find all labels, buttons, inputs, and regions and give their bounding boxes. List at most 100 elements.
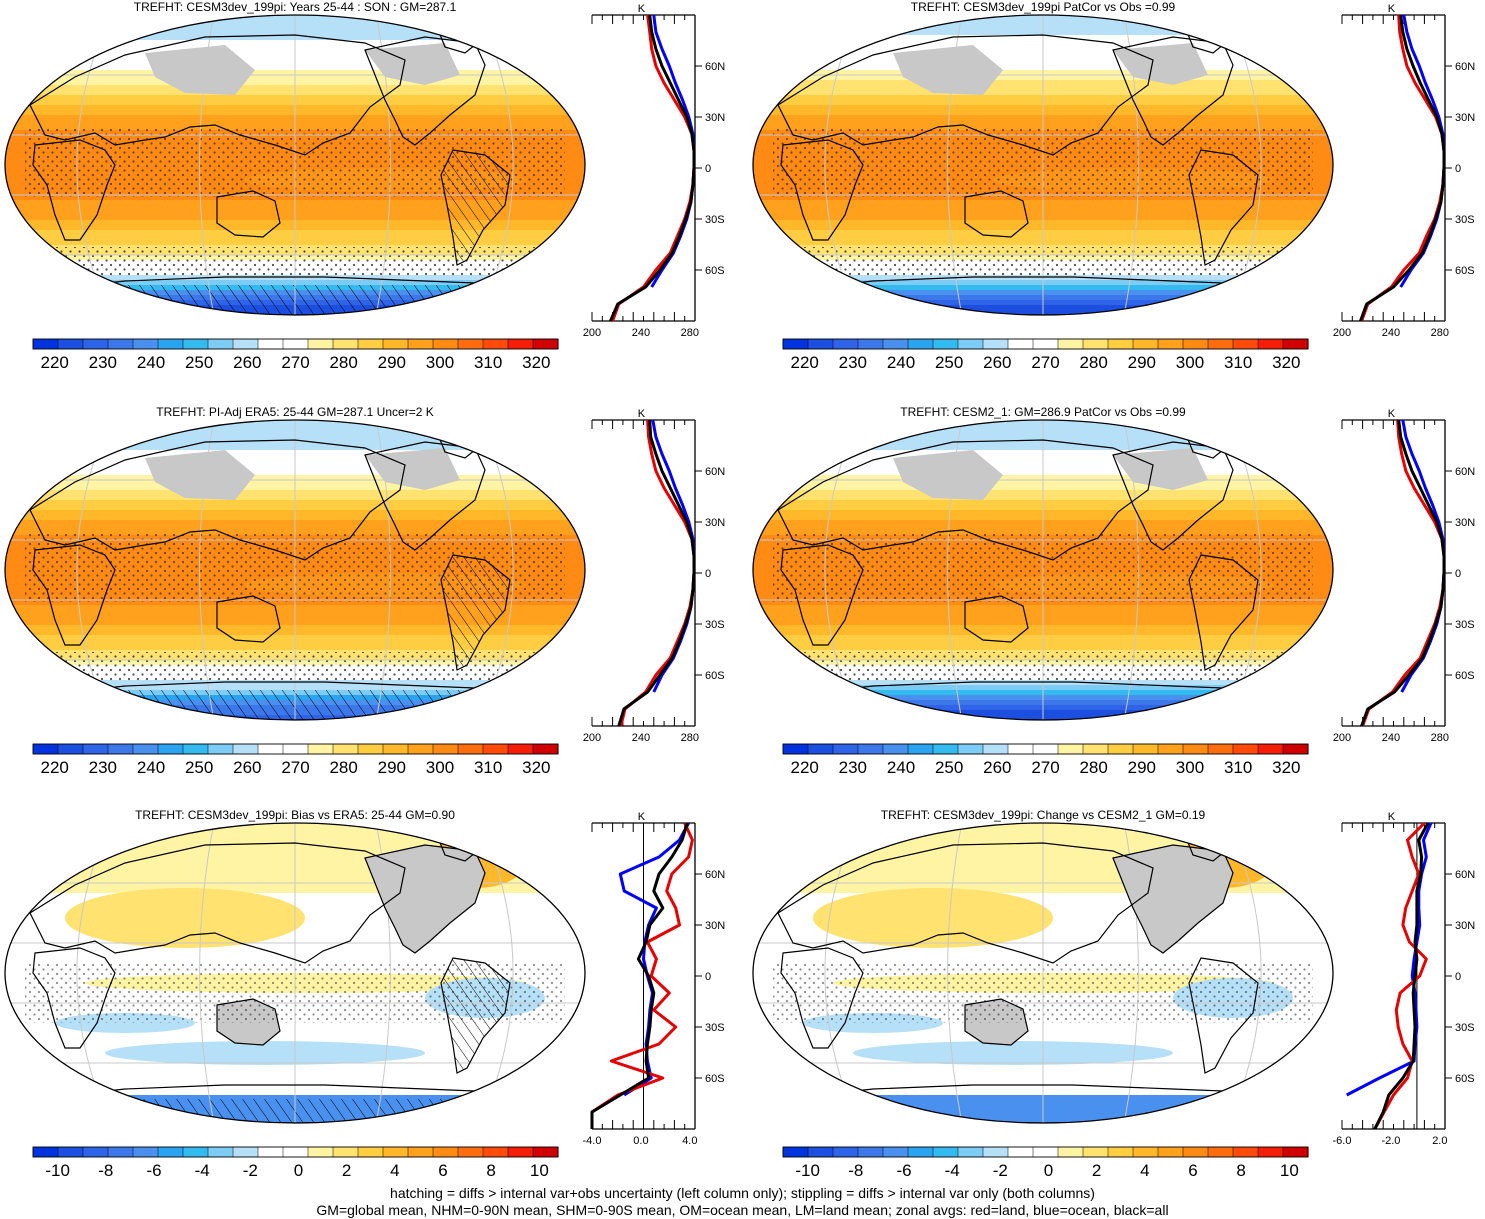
colorbar-box <box>882 338 909 350</box>
map-panel-middle-right <box>752 419 1334 721</box>
colorbar-tick-label: 4 <box>1140 1161 1149 1180</box>
zonal-unit-label: K <box>1388 811 1396 823</box>
colorbar-box <box>132 338 159 350</box>
colorbar-tick-label: 0 <box>294 1161 303 1180</box>
zonal-x-tick-label: 0.0 <box>633 1135 648 1147</box>
colorbar-box <box>182 338 209 350</box>
map-frame <box>4 822 586 1124</box>
colorbar-box <box>1082 743 1109 755</box>
colorbar-tick-label: 300 <box>426 353 454 372</box>
coastline-asia <box>29 842 406 964</box>
colorbar-box <box>207 338 234 350</box>
colorbar-tick-label: -4 <box>945 1161 960 1180</box>
coastline-samerica <box>1188 957 1259 1074</box>
colorbar-box <box>882 743 909 755</box>
zonal-y-tick-label: 30S <box>705 1022 725 1034</box>
map-panel-bottom-left <box>4 822 586 1124</box>
colorbar-box <box>407 1146 434 1158</box>
colorbar-box <box>782 1146 809 1158</box>
map-panel-top-left <box>4 14 586 316</box>
colorbar-box <box>1107 1146 1134 1158</box>
colorbar-tick-label: 6 <box>438 1161 447 1180</box>
colorbar-box <box>382 338 409 350</box>
colorbar-tick-label: 280 <box>329 353 357 372</box>
colorbar-box <box>332 1146 359 1158</box>
coastline-africa <box>780 544 864 646</box>
map-panel-top-right <box>752 14 1334 316</box>
colorbar-box <box>282 338 309 350</box>
zonal-mean-plot: K 200 240 280 60N 30N 0 30S 60S <box>583 408 725 744</box>
coastline-samerica <box>440 554 511 671</box>
colorbar-box <box>157 1146 184 1158</box>
colorbar-box <box>507 338 534 350</box>
colorbar-box <box>1282 743 1309 755</box>
colorbar-tick-label: 10 <box>1280 1161 1299 1180</box>
zonal-y-tick-label: 0 <box>1455 971 1461 983</box>
colorbar-tick-label: 240 <box>137 758 165 777</box>
colorbar-box <box>382 1146 409 1158</box>
colorbar-tick-label: 220 <box>40 758 68 777</box>
zonal-y-tick-label: 60N <box>1455 466 1475 478</box>
colorbar-box <box>282 1146 309 1158</box>
colorbar-box <box>257 1146 284 1158</box>
zonal-unit-label: K <box>1388 3 1396 15</box>
colorbar-box <box>257 338 284 350</box>
colorbar-tick-label: 320 <box>1272 353 1300 372</box>
colorbar-box <box>107 743 134 755</box>
zonal-y-tick-label: 60N <box>705 61 725 73</box>
zonal-mean-plot: K -4.0 0.0 4.0 60N 30N 0 30S 60S <box>583 811 726 1147</box>
colorbar-box <box>82 338 109 350</box>
zonal-x-tick-label: -4.0 <box>583 1135 602 1147</box>
coastline-samerica <box>440 957 511 1074</box>
colorbar-box <box>907 743 934 755</box>
colorbar-tick-label: 310 <box>1224 758 1252 777</box>
colorbar-box <box>1157 338 1184 350</box>
colorbar-box <box>1057 338 1084 350</box>
zonal-x-tick-label: 280 <box>1431 732 1449 744</box>
colorbar-box <box>1032 1146 1059 1158</box>
colorbar-box <box>1132 338 1159 350</box>
zonal-all-line <box>1373 822 1430 1130</box>
colorbar-box <box>1232 1146 1259 1158</box>
colorbar-box <box>507 1146 534 1158</box>
colorbar-tick-label: 240 <box>137 353 165 372</box>
colorbar-box <box>1132 743 1159 755</box>
zonal-y-tick-label: 30N <box>1455 920 1475 932</box>
zonal-x-tick-label: 200 <box>583 327 601 339</box>
colorbar-box <box>357 743 384 755</box>
zonal-y-tick-label: 30S <box>1455 619 1475 631</box>
coastline-australia <box>964 998 1029 1046</box>
colorbar-tick-label: 2 <box>342 1161 351 1180</box>
colorbar-box <box>832 1146 859 1158</box>
colorbar-tick-label: 250 <box>935 353 963 372</box>
colorbar-tick-label: 290 <box>1128 353 1156 372</box>
coastline-samerica <box>1188 554 1259 671</box>
zonal-y-tick-label: 30S <box>1455 214 1475 226</box>
coastline-asia <box>777 439 1154 561</box>
zonal-unit-label: K <box>638 408 646 420</box>
colorbar-tick-label: 250 <box>935 758 963 777</box>
zonal-x-tick-label: -2.0 <box>1381 1135 1400 1147</box>
colorbar-tick-label: -10 <box>795 1161 820 1180</box>
colorbar-tick-label: 320 <box>522 353 550 372</box>
zonal-land-line <box>590 822 694 1129</box>
colorbar-box <box>432 1146 459 1158</box>
colorbar-tick-label: 260 <box>983 353 1011 372</box>
colorbar-tick-label: 310 <box>474 353 502 372</box>
colorbar-box <box>82 743 109 755</box>
colorbar-box <box>532 338 559 350</box>
zonal-x-tick-label: -6.0 <box>1333 1135 1352 1147</box>
colorbar-box <box>407 743 434 755</box>
colorbar-tick-label: -6 <box>896 1161 911 1180</box>
zonal-x-tick-label: 200 <box>1333 327 1351 339</box>
colorbar-box <box>1157 743 1184 755</box>
zonal-all-line <box>1359 14 1446 322</box>
zonal-y-tick-label: 60N <box>705 466 725 478</box>
colorbar-tick-label: 8 <box>1236 1161 1245 1180</box>
colorbar-box <box>932 1146 959 1158</box>
zonal-land-line <box>1373 821 1428 1130</box>
colorbar-box <box>482 1146 509 1158</box>
zonal-all-line <box>1360 419 1446 727</box>
colorbar-tick-label: 230 <box>89 758 117 777</box>
colorbar-box <box>457 743 484 755</box>
